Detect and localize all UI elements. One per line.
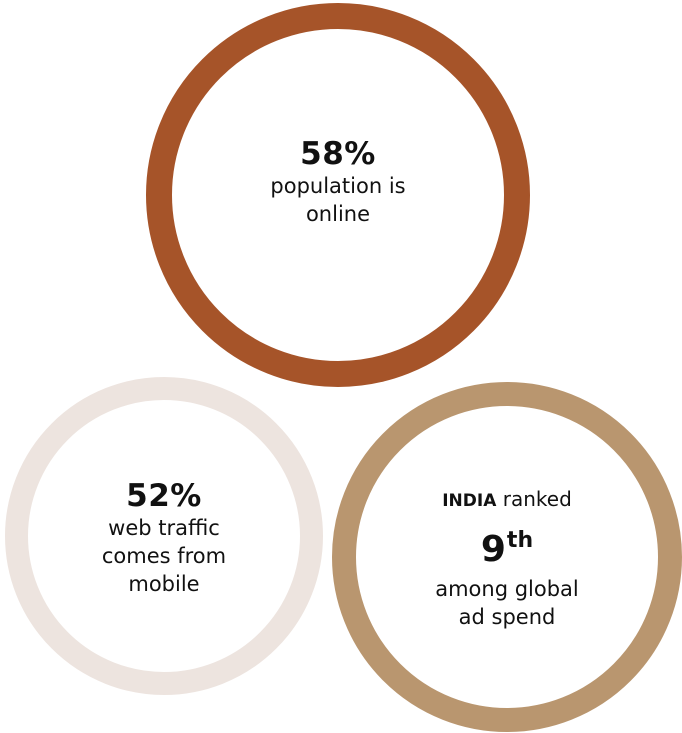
ad-spend-heading: INDIA ranked (435, 486, 579, 514)
mobile-traffic-caption-line3: mobile (128, 572, 200, 596)
ranked-label: ranked (502, 486, 572, 511)
online-population-value: 58% (300, 136, 376, 172)
country-name: INDIA (442, 490, 497, 511)
ad-spend-caption-line1: among global (435, 576, 579, 601)
ad-spend-ring: INDIA ranked 9th among global ad spend (332, 382, 682, 732)
ad-spend-caption-line2: ad spend (458, 604, 556, 629)
rank-number: 9 (480, 528, 506, 570)
online-population-caption-line2: online (305, 202, 371, 226)
ad-spend-rank: 9th (435, 518, 579, 573)
mobile-traffic-value: 52% (126, 478, 202, 514)
rank-suffix: th (506, 527, 534, 553)
mobile-traffic-ring: 52% web traffic comes from mobile (5, 377, 323, 695)
mobile-traffic-caption-line1: web traffic (108, 516, 220, 540)
mobile-traffic-caption-line2: comes from (101, 544, 227, 568)
online-population-ring: 58% population is online (146, 3, 530, 387)
online-population-caption-line1: population is (270, 174, 406, 198)
online-population-content: 58% population is online (270, 136, 405, 228)
ad-spend-content: INDIA ranked 9th among global ad spend (435, 486, 579, 631)
mobile-traffic-content: 52% web traffic comes from mobile (102, 478, 226, 598)
